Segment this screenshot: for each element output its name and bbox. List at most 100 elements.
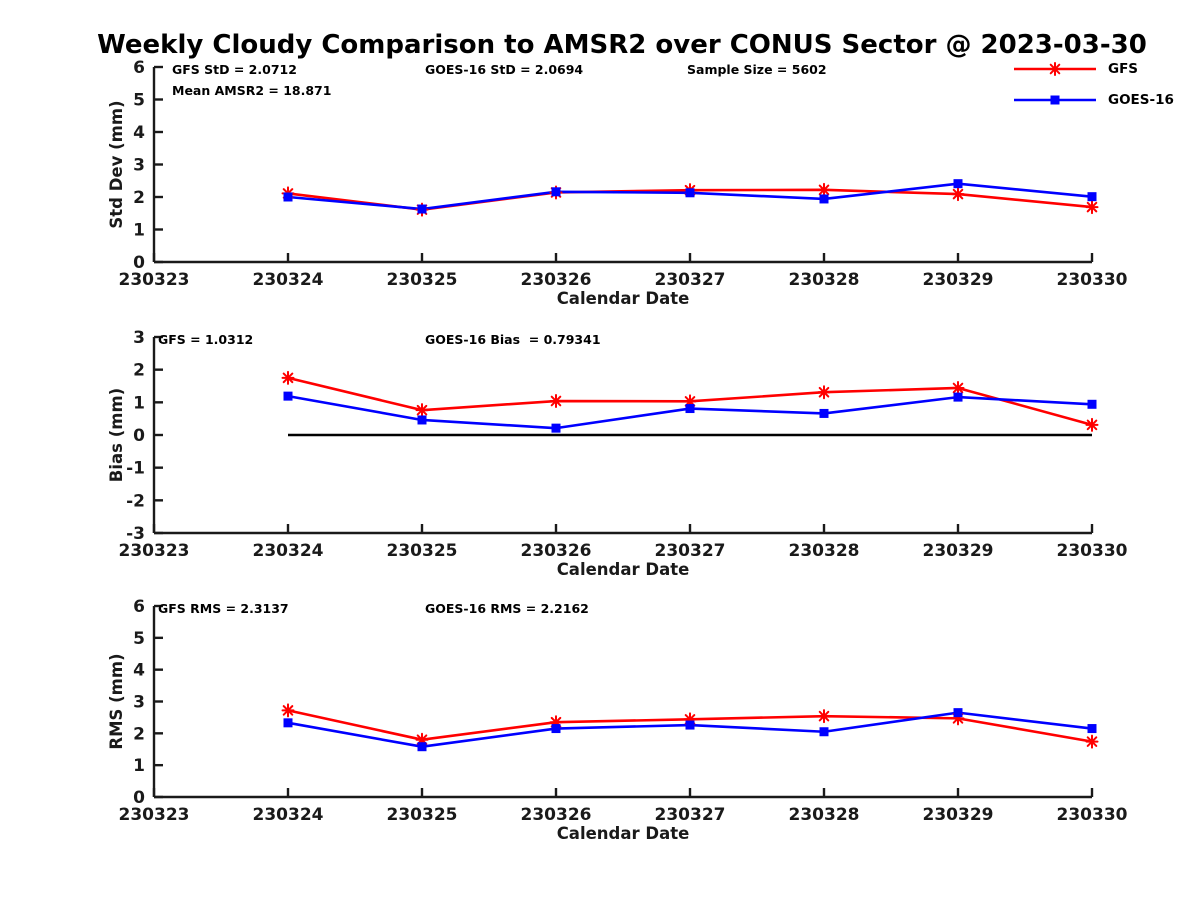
asterisk-legend-sample-icon — [1014, 62, 1096, 76]
asterisk-spoke — [818, 710, 830, 722]
square-marker-icon — [551, 187, 561, 197]
stat-annotation: GFS = 1.0312 — [158, 332, 253, 347]
stat-annotation: Sample Size = 5602 — [687, 62, 827, 77]
x-tick-label: 230330 — [1057, 805, 1128, 825]
square-marker-icon — [283, 391, 293, 401]
square-marker-icon — [819, 408, 829, 418]
panel-std-dev: 0 1 2 3 4 5 6 230323 230324 230325 230326 230327 230… — [107, 58, 1128, 308]
x-tick-label: 230325 — [387, 541, 458, 561]
asterisk-marker-icon — [1048, 62, 1062, 76]
square-marker-icon — [417, 204, 427, 214]
x-tick-label: 230325 — [387, 805, 458, 825]
asterisk-spoke — [952, 188, 964, 200]
y-tick-label: 3 — [133, 156, 145, 176]
asterisk-marker-icon — [951, 380, 965, 395]
x-tick-label: 230324 — [253, 541, 324, 561]
series-markers-gfs — [281, 370, 1099, 432]
asterisk-spoke — [1086, 201, 1098, 213]
y-axis-label: RMS (mm) — [107, 653, 126, 749]
asterisk-marker-icon — [817, 709, 831, 724]
square-marker-icon — [685, 188, 695, 198]
panel-bias: -3 -2 -1 0 1 2 3 230323 230324 230325 230326 230327… — [107, 328, 1128, 579]
square-marker-icon — [283, 718, 293, 728]
square-legend-sample-icon — [1014, 95, 1096, 105]
x-tick-label: 230328 — [789, 270, 860, 290]
y-tick-label: -3 — [126, 524, 145, 544]
stat-annotation: GOES-16 Bias = 0.79341 — [425, 332, 601, 347]
x-tick-label: 230324 — [253, 805, 324, 825]
x-axis-label: Calendar Date — [557, 560, 690, 579]
square-marker-icon — [283, 192, 293, 202]
x-tick-label: 230328 — [789, 805, 860, 825]
square-marker-icon — [819, 727, 829, 737]
asterisk-spoke — [818, 184, 830, 196]
y-tick-label: 4 — [133, 661, 145, 681]
square-marker-icon — [953, 392, 963, 402]
x-tick-label: 230330 — [1057, 541, 1128, 561]
asterisk-marker-icon — [281, 370, 295, 385]
x-tick-label: 230325 — [387, 270, 458, 290]
square-marker-icon — [551, 423, 561, 433]
y-tick-label: 1 — [133, 756, 145, 776]
y-tick-label: 6 — [133, 58, 145, 78]
y-tick-label: 0 — [133, 426, 145, 446]
panel-rms: 0 1 2 3 4 5 6 230323 230324 230325 230326 230327 230… — [107, 597, 1128, 843]
asterisk-spoke — [282, 372, 294, 384]
square-marker-icon — [1087, 192, 1097, 202]
x-tick-label: 230327 — [655, 541, 726, 561]
legend-label: GOES-16 — [1108, 92, 1174, 108]
asterisk-spoke — [1049, 63, 1061, 75]
figure-title: Weekly Cloudy Comparison to AMSR2 over C… — [97, 30, 1147, 60]
x-tick-label: 230329 — [923, 270, 994, 290]
square-marker-icon — [953, 179, 963, 189]
x-axis-label: Calendar Date — [557, 824, 690, 843]
stat-annotation: GOES-16 StD = 2.0694 — [425, 62, 583, 77]
square-marker-icon — [417, 415, 427, 425]
asterisk-marker-icon — [1085, 417, 1099, 432]
asterisk-spoke — [1086, 419, 1098, 431]
y-tick-label: -1 — [126, 459, 145, 479]
square-marker-icon — [819, 194, 829, 204]
asterisk-marker-icon — [281, 703, 295, 718]
square-marker-icon — [953, 708, 963, 718]
square-marker-icon — [1087, 399, 1097, 409]
y-tick-label: 3 — [133, 693, 145, 713]
legend-label: GFS — [1108, 61, 1139, 77]
stat-annotation: GFS StD = 2.0712 — [172, 62, 297, 77]
asterisk-spoke — [818, 386, 830, 398]
y-tick-label: 0 — [133, 253, 145, 273]
series-markers-goes-16 — [283, 179, 1097, 214]
x-tick-label: 230326 — [521, 270, 592, 290]
x-tick-label: 230329 — [923, 805, 994, 825]
x-tick-label: 230323 — [119, 270, 190, 290]
y-tick-label: 2 — [133, 361, 145, 381]
y-tick-label: 5 — [133, 91, 145, 111]
asterisk-marker-icon — [817, 385, 831, 400]
square-marker-icon — [685, 404, 695, 414]
x-axis-label: Calendar Date — [557, 289, 690, 308]
legend-item-gfs: GFS — [1012, 61, 1174, 77]
x-tick-label: 230328 — [789, 541, 860, 561]
y-tick-label: 1 — [133, 393, 145, 413]
square-marker-icon — [1087, 724, 1097, 734]
asterisk-marker-icon — [817, 182, 831, 197]
y-axis-label: Bias (mm) — [107, 388, 126, 482]
series-markers-goes-16 — [283, 391, 1097, 433]
y-tick-label: 3 — [133, 328, 145, 348]
asterisk-marker-icon — [1085, 734, 1099, 749]
asterisk-marker-icon — [415, 403, 429, 418]
asterisk-marker-icon — [951, 187, 965, 202]
square-marker-icon — [551, 724, 561, 734]
y-axis-label: Std Dev (mm) — [107, 100, 126, 228]
y-tick-label: 2 — [133, 724, 145, 744]
y-tick-label: 6 — [133, 597, 145, 617]
x-tick-label: 230324 — [253, 270, 324, 290]
series-markers-goes-16 — [283, 708, 1097, 752]
square-marker-icon — [685, 720, 695, 730]
x-tick-label: 230323 — [119, 541, 190, 561]
stat-annotation: GFS RMS = 2.3137 — [158, 601, 289, 616]
stat-annotation: Mean AMSR2 = 18.871 — [172, 83, 331, 98]
stat-annotation: GOES-16 RMS = 2.2162 — [425, 601, 589, 616]
asterisk-spoke — [952, 382, 964, 394]
